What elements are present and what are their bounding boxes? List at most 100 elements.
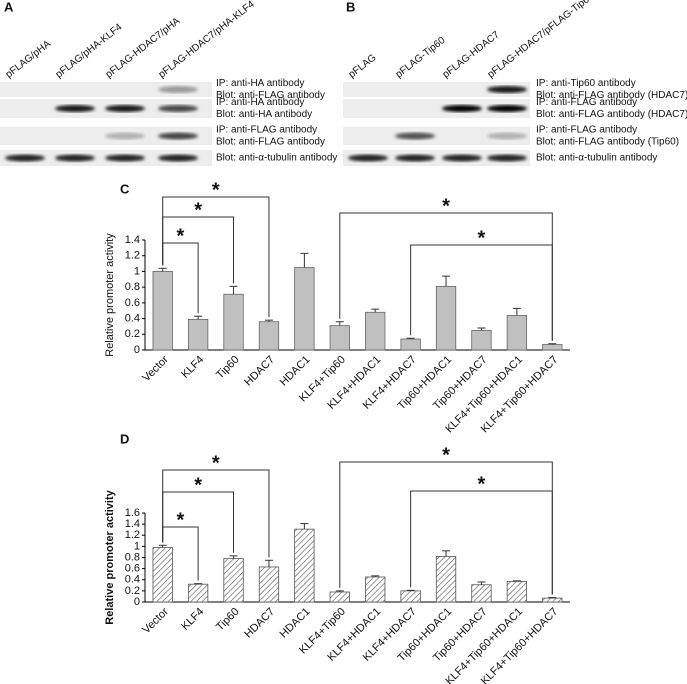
band bbox=[395, 132, 435, 140]
x-tick-label: Tip60 bbox=[214, 606, 242, 634]
panel-label: D bbox=[120, 431, 129, 446]
blot-label: Blot: anti-FLAG antibody (Tip60) bbox=[536, 137, 679, 148]
bar bbox=[506, 315, 528, 351]
blot-label: Blot: anti-FLAG antibody bbox=[216, 137, 325, 148]
y-tick-label: 1.4 bbox=[125, 518, 140, 530]
x-tick-label: HDAC1 bbox=[278, 354, 313, 389]
y-tick-label: 0.4 bbox=[125, 312, 140, 324]
bar bbox=[400, 338, 421, 351]
bar bbox=[506, 581, 528, 603]
bar bbox=[223, 293, 244, 351]
blot-label: IP: anti-Tip60 antibody bbox=[536, 78, 636, 89]
y-tick-label: 1.2 bbox=[125, 250, 140, 262]
bar bbox=[542, 344, 563, 351]
band bbox=[487, 105, 527, 112]
bar bbox=[223, 558, 244, 603]
significance-label: * bbox=[177, 509, 185, 531]
x-tick-label: Tip60 bbox=[214, 354, 242, 382]
significance-label: * bbox=[194, 199, 202, 221]
band bbox=[442, 154, 482, 162]
bar bbox=[258, 321, 280, 351]
bar bbox=[187, 318, 209, 351]
y-tick-label: 0 bbox=[134, 344, 140, 356]
bar bbox=[329, 591, 350, 603]
y-tick-label: 0.6 bbox=[125, 297, 140, 309]
y-tick-label: 1.4 bbox=[125, 234, 140, 246]
bar bbox=[187, 583, 209, 603]
band bbox=[5, 154, 45, 162]
x-tick-label: Vector bbox=[140, 605, 171, 636]
lane-label: pFLAG-HDAC7/pFLAG-Tip60 bbox=[486, 0, 597, 80]
blot-label: IP: anti-HA antibody bbox=[216, 78, 304, 89]
lane-label: pFLAG bbox=[347, 52, 379, 80]
y-tick-label: 0.6 bbox=[125, 563, 140, 575]
significance-bracket bbox=[162, 196, 270, 318]
bar bbox=[471, 329, 492, 351]
blot-label: IP: anti-FLAG antibody bbox=[216, 125, 317, 136]
bar bbox=[294, 267, 315, 351]
band bbox=[395, 154, 435, 162]
band bbox=[442, 105, 482, 112]
band bbox=[105, 132, 145, 140]
bar bbox=[542, 597, 563, 603]
x-tick-label: KLF4 bbox=[179, 606, 206, 633]
band bbox=[348, 154, 388, 162]
y-tick-label: 0.8 bbox=[125, 281, 140, 293]
blot-label: Blot: anti-FLAG antibody (HDAC7) bbox=[536, 90, 687, 101]
blot bbox=[343, 150, 530, 166]
x-tick-label: HDAC1 bbox=[278, 606, 313, 641]
bar bbox=[365, 576, 386, 603]
blot-label: Blot: anti-α-tubulin antibody bbox=[536, 153, 657, 164]
band bbox=[487, 86, 527, 93]
band bbox=[158, 132, 198, 140]
y-tick-label: 0.2 bbox=[125, 328, 140, 340]
bar bbox=[258, 566, 280, 603]
blot-label: Blot: anti-HA antibody bbox=[216, 109, 312, 120]
panel-label: C bbox=[120, 181, 130, 196]
band bbox=[55, 105, 95, 112]
significance-label: * bbox=[177, 225, 185, 247]
blot-label: Blot: anti-α-tubulin antibody bbox=[216, 153, 337, 164]
significance-label: * bbox=[442, 195, 450, 217]
y-tick-label: 1.2 bbox=[125, 529, 140, 541]
blot-label: IP: anti-FLAG antibody bbox=[536, 97, 637, 108]
blot bbox=[343, 99, 530, 118]
bar bbox=[471, 584, 492, 603]
band bbox=[158, 105, 198, 112]
significance-label: * bbox=[442, 444, 450, 466]
x-tick-label: KLF4 bbox=[179, 354, 206, 381]
blot bbox=[0, 82, 212, 97]
bar bbox=[435, 555, 457, 603]
significance-bracket bbox=[410, 490, 553, 595]
significance-label: * bbox=[478, 473, 486, 495]
x-tick-label: HDAC7 bbox=[242, 354, 277, 389]
blot bbox=[343, 82, 530, 97]
y-tick-label: 1.6 bbox=[125, 507, 140, 519]
bar bbox=[435, 285, 457, 351]
band bbox=[487, 132, 527, 140]
lane-label: pFLAG-Tip60 bbox=[394, 35, 448, 81]
y-tick-label: 0 bbox=[134, 596, 140, 608]
significance-bracket bbox=[162, 469, 270, 558]
bar bbox=[294, 528, 315, 603]
bar bbox=[152, 271, 173, 351]
y-tick-label: 1 bbox=[134, 540, 140, 552]
significance-label: * bbox=[212, 452, 220, 474]
x-tick-label: Vector bbox=[140, 353, 171, 384]
blot-label: Blot: anti-FLAG antibody (HDAC7) bbox=[536, 109, 687, 120]
band bbox=[55, 154, 95, 162]
y-axis-label: Relative promoter activity bbox=[104, 489, 116, 624]
blot bbox=[343, 127, 530, 145]
bar bbox=[329, 325, 350, 351]
blot-label: Blot: anti-FLAG antibody bbox=[216, 90, 325, 101]
y-tick-label: 0.8 bbox=[125, 551, 140, 563]
band bbox=[105, 105, 145, 112]
blot-label: IP: anti-HA antibody bbox=[216, 97, 304, 108]
significance-label: * bbox=[212, 179, 220, 201]
panel-label: A bbox=[4, 0, 14, 14]
y-tick-label: 0.4 bbox=[125, 574, 140, 586]
significance-label: * bbox=[478, 227, 486, 249]
band bbox=[158, 154, 198, 162]
